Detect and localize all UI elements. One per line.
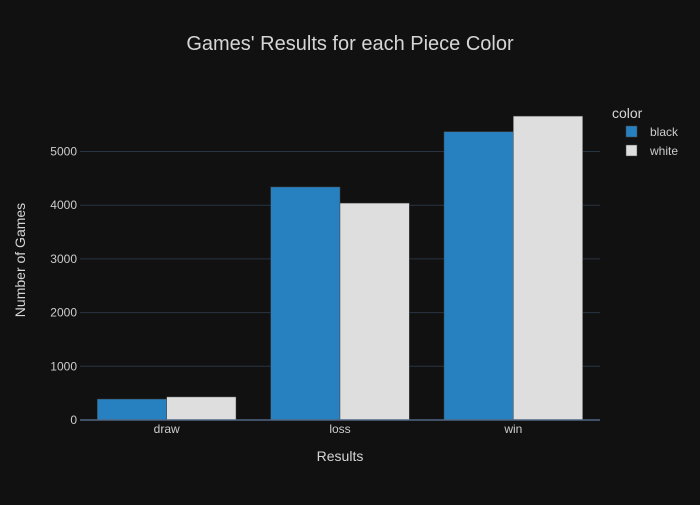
bar-black-draw xyxy=(97,398,167,421)
y-tick-label: 4000 xyxy=(50,198,77,212)
x-tick-label: loss xyxy=(329,422,350,436)
bar-white-draw xyxy=(166,396,237,421)
legend-title: color xyxy=(612,105,643,121)
y-tick-label: 2000 xyxy=(50,306,77,320)
y-axis-title: Number of Games xyxy=(12,203,28,317)
axes: 0 1000 2000 3000 4000 5000 draw loss win xyxy=(50,145,600,436)
x-tick-label: win xyxy=(503,422,522,436)
legend-swatch-white[interactable] xyxy=(625,144,638,157)
y-tick-label: 5000 xyxy=(50,145,77,159)
y-tick-label: 0 xyxy=(70,413,77,427)
legend-label-white[interactable]: white xyxy=(649,144,678,158)
legend: color black white xyxy=(612,105,679,158)
legend-label-black[interactable]: black xyxy=(650,125,679,139)
legend-items: black white xyxy=(625,125,679,158)
bar-white-loss xyxy=(339,202,410,421)
bar-white-win xyxy=(513,115,583,421)
y-tick-label: 1000 xyxy=(50,359,77,373)
chart-title: Games' Results for each Piece Color xyxy=(186,33,514,55)
legend-swatch-black[interactable] xyxy=(625,125,638,138)
x-tick-label: draw xyxy=(154,422,180,436)
bar-black-win xyxy=(443,131,514,421)
x-axis-title: Results xyxy=(317,448,364,464)
bars xyxy=(97,115,583,421)
bar-black-loss xyxy=(270,186,341,421)
y-tick-label: 3000 xyxy=(50,252,77,266)
